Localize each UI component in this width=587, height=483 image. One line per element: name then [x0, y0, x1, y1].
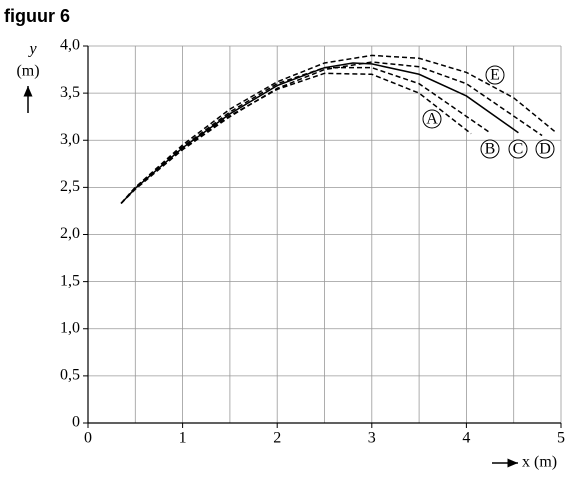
legend-label: B [485, 141, 496, 158]
x-tick-label: 3 [368, 430, 376, 447]
y-tick-label: 4,0 [60, 37, 80, 54]
y-tick-label: 2,5 [60, 178, 80, 195]
x-tick-label: 4 [462, 430, 470, 447]
trajectory [120, 62, 519, 204]
trajectory [120, 54, 557, 204]
trajectory [120, 61, 543, 204]
y-axis-unit: (m) [16, 63, 39, 80]
y-axis-label: y [27, 41, 37, 58]
y-tick-label: 2,0 [60, 225, 80, 242]
legend-marker [422, 109, 442, 129]
legend-label: A [426, 111, 438, 128]
x-tick-label: 1 [179, 430, 187, 447]
y-tick-label: 3,0 [60, 131, 80, 148]
legend-marker [480, 139, 500, 159]
legend-marker [485, 65, 505, 85]
x-tick-label: 2 [273, 430, 281, 447]
x-axis-label: x (m) [522, 454, 557, 471]
legend-label: E [490, 67, 500, 84]
trajectory [120, 66, 491, 204]
x-tick-label: 5 [557, 430, 565, 447]
y-tick-label: 1,0 [60, 319, 80, 336]
legend-label: D [539, 141, 551, 158]
legend-marker [535, 139, 555, 159]
y-tick-label: 0,5 [60, 367, 80, 384]
y-tick-label: 1,5 [60, 272, 80, 289]
y-tick-label: 0 [72, 414, 80, 431]
chart-title: figuur 6 [4, 6, 70, 26]
legend-label: C [513, 141, 524, 158]
legend-marker [508, 139, 528, 159]
y-tick-label: 3,5 [60, 84, 80, 101]
x-tick-label: 0 [84, 430, 92, 447]
